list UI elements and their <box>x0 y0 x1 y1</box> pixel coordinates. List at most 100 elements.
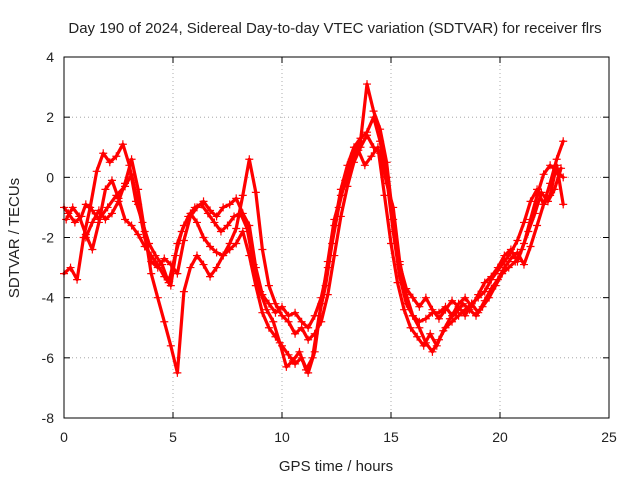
data-point <box>428 347 437 356</box>
data-point <box>506 254 515 263</box>
data-point <box>282 362 291 371</box>
data-point <box>297 353 306 362</box>
data-point <box>230 212 239 221</box>
data-point <box>173 368 182 377</box>
data-point <box>421 338 430 347</box>
data-point <box>199 233 208 242</box>
data-point <box>546 179 555 188</box>
data-point <box>519 239 528 248</box>
x-axis-label: GPS time / hours <box>279 458 393 475</box>
data-point <box>454 302 463 311</box>
data-point <box>179 236 188 245</box>
data-point <box>251 188 260 197</box>
data-point <box>402 299 411 308</box>
data-point <box>166 341 175 350</box>
data-point <box>256 287 265 296</box>
data-point <box>543 197 552 206</box>
data-point <box>458 299 467 308</box>
data-point <box>317 299 326 308</box>
data-point <box>131 197 140 206</box>
data-point <box>140 227 149 236</box>
data-point <box>107 176 116 185</box>
data-point <box>145 239 154 248</box>
data-point <box>258 308 267 317</box>
data-point <box>105 158 114 167</box>
data-point <box>369 143 378 152</box>
data-point <box>219 203 228 212</box>
x-tick-label: 10 <box>274 429 290 445</box>
data-point <box>524 227 533 236</box>
data-point <box>101 215 110 224</box>
data-point <box>160 317 169 326</box>
data-point <box>526 215 535 224</box>
data-point <box>330 215 339 224</box>
data-point <box>278 302 286 311</box>
data-point <box>238 191 247 200</box>
data-point <box>210 218 219 227</box>
data-point <box>432 341 441 350</box>
data-point <box>171 251 180 260</box>
data-point <box>526 242 535 251</box>
y-tick-label: 2 <box>46 109 54 125</box>
data-point <box>251 281 260 290</box>
data-point <box>121 215 130 224</box>
data-point <box>216 227 225 236</box>
data-point <box>232 194 241 203</box>
chart-title: Day 190 of 2024, Sidereal Day-to-day VTE… <box>68 20 601 37</box>
data-point <box>166 260 175 269</box>
data-point <box>530 209 539 218</box>
data-point <box>389 203 398 212</box>
data-point <box>491 281 500 290</box>
data-point <box>173 239 182 248</box>
x-tick-label: 25 <box>601 429 617 445</box>
data-point <box>500 263 509 272</box>
data-point <box>376 137 385 146</box>
data-point <box>192 218 201 227</box>
data-point <box>519 218 528 227</box>
data-point <box>88 218 97 227</box>
data-point <box>395 272 404 281</box>
data-point <box>284 317 293 326</box>
data-point <box>147 251 156 260</box>
data-point <box>212 248 221 257</box>
data-point <box>461 305 470 314</box>
data-point <box>153 260 162 269</box>
data-point <box>238 227 247 236</box>
data-point <box>206 272 215 281</box>
data-point <box>448 296 457 305</box>
data-point <box>421 293 430 302</box>
data-point <box>236 209 245 218</box>
data-point <box>134 230 143 239</box>
data-point <box>223 221 232 230</box>
data-point <box>526 197 535 206</box>
data-point <box>66 263 75 272</box>
data-point <box>94 206 103 215</box>
data-point <box>160 272 169 281</box>
data-point <box>177 227 186 236</box>
data-point <box>533 185 542 194</box>
tick-layer: 0 5 10 15 20 25 -8 -6 -4 -2 0 2 4 <box>42 49 617 445</box>
data-point <box>179 287 188 296</box>
data-point <box>426 329 435 338</box>
data-point <box>363 80 372 89</box>
data-point <box>127 170 136 179</box>
data-point <box>336 212 345 221</box>
data-point <box>73 275 82 284</box>
data-point <box>402 290 411 299</box>
data-point <box>376 149 385 158</box>
data-point <box>513 236 522 245</box>
data-point <box>480 278 489 287</box>
data-point <box>199 260 208 269</box>
data-point <box>382 158 391 167</box>
data-point <box>99 149 108 158</box>
data-point <box>264 323 273 332</box>
data-point <box>349 158 358 167</box>
data-point <box>197 200 206 209</box>
data-point <box>232 224 241 233</box>
data-point <box>134 185 143 194</box>
data-point <box>125 161 134 170</box>
data-point <box>413 332 422 341</box>
y-axis-label: SDTVAR / TECUs <box>6 178 23 298</box>
data-point <box>153 293 162 302</box>
